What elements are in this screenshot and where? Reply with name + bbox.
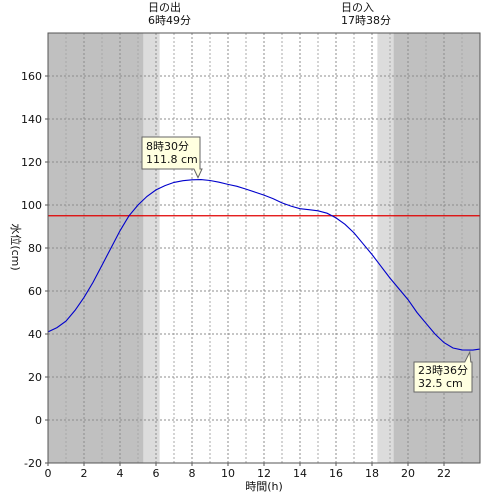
series-group <box>47 179 481 351</box>
x-tick-label: 22 <box>437 467 451 480</box>
callout-low-value: 32.5 cm <box>418 377 463 390</box>
y-tick-label: 160 <box>21 70 42 83</box>
y-tick-labels: -20 0 20 40 60 80 100 120 140 160 <box>21 70 48 470</box>
x-tick-label: 0 <box>45 467 52 480</box>
y-axis-title: 水位(cm) <box>9 223 23 270</box>
callout-high-time: 8時30分 <box>146 140 189 153</box>
x-tick-label: 4 <box>117 467 124 480</box>
x-tick-label: 16 <box>329 467 343 480</box>
y-tick-label: 100 <box>21 199 42 212</box>
sunrise-title: 日の出 <box>148 0 181 14</box>
x-tick-label: 8 <box>189 467 196 480</box>
callout-high-value: 111.8 cm <box>146 153 198 166</box>
grid-lines <box>48 33 480 463</box>
x-tick-labels: 0 2 4 6 8 10 12 14 16 18 20 22 <box>45 463 451 480</box>
y-tick-label: 0 <box>35 414 42 427</box>
sunset-title: 日の入 <box>341 1 374 14</box>
callout-box-high <box>141 136 203 179</box>
y-tick-label: 40 <box>28 328 42 341</box>
x-axis-title: 時間(h) <box>245 480 283 493</box>
x-tick-label: 12 <box>257 467 271 480</box>
x-tick-label: 14 <box>293 467 307 480</box>
x-tick-label: 6 <box>153 467 160 480</box>
night-shade-morning <box>48 33 144 463</box>
y-tick-label: 120 <box>21 156 42 169</box>
y-tick-label: -20 <box>24 457 42 470</box>
sunrise-time: 6時49分 <box>148 14 191 27</box>
callout-box-low <box>413 350 473 393</box>
x-tick-label: 10 <box>221 467 235 480</box>
x-tick-label: 2 <box>81 467 88 480</box>
x-tick-label: 20 <box>401 467 415 480</box>
callout-low-time: 23時36分 <box>418 364 468 377</box>
y-tick-label: 80 <box>28 242 42 255</box>
y-tick-label: 20 <box>28 371 42 384</box>
sunset-time: 17時38分 <box>341 14 391 27</box>
y-tick-label: 60 <box>28 285 42 298</box>
x-tick-label: 18 <box>365 467 379 480</box>
y-tick-label: 140 <box>21 113 42 126</box>
series-line <box>47 179 481 351</box>
